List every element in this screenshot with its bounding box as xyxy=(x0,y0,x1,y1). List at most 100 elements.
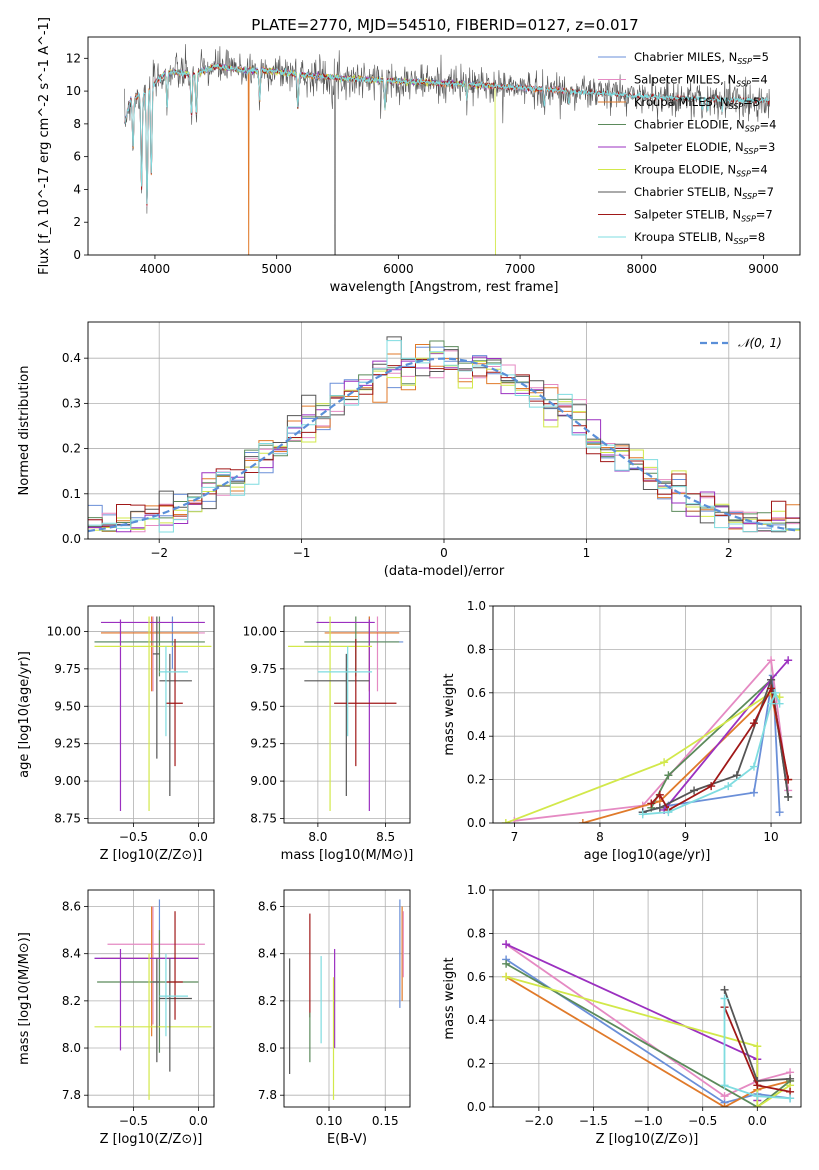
plot-area-mass_vs_Z xyxy=(94,899,212,1100)
x-tick-label: 9 xyxy=(682,830,690,844)
y-tick-label: 0.1 xyxy=(62,487,81,501)
x-tick-label: 0.15 xyxy=(372,1114,399,1128)
x-tick-label: 0.0 xyxy=(189,830,208,844)
legend-label: 𝒩(0, 1) xyxy=(738,336,782,350)
weight-line-salpeter-miles xyxy=(514,658,790,822)
axes-frame xyxy=(492,889,802,1108)
y-tick-label: 8.4 xyxy=(258,947,277,961)
legend-count: =4 xyxy=(751,163,768,177)
panel-spectrum: 4000 5000 6000 7000 8000 9000 0 2 4 6 8 10 12 wavelen… xyxy=(37,17,801,295)
weight-line-chabrier-miles xyxy=(642,675,781,813)
y-tick-label: 7.8 xyxy=(62,1088,81,1102)
legend-count: =3 xyxy=(758,140,775,154)
x-tick-label: −1.5 xyxy=(579,1114,608,1128)
legend-label: Kroupa ELODIE, NSSP=4 xyxy=(634,163,768,179)
legend-label: Salpeter ELODIE, NSSP=3 xyxy=(634,140,775,156)
y-tick-label: 10.00 xyxy=(47,624,81,638)
x-tick-label: 9000 xyxy=(748,262,779,276)
plot-area-weight_vs_Z xyxy=(502,940,795,1107)
weight-marker-chabrier-stelib xyxy=(732,771,741,780)
weight-marker-salpeter-stelib xyxy=(655,790,664,799)
legend-count: =4 xyxy=(751,73,768,87)
x-tick-label: 0.10 xyxy=(316,1114,343,1128)
legend-label: Kroupa MILES, NSSP=5 xyxy=(634,95,760,111)
y-tick-label: 10.00 xyxy=(243,624,277,638)
weight-marker-kroupa-stelib xyxy=(775,699,784,708)
y-axis-label: Flux [f_λ 10^-17 erg cm^-2 s^-1 A^-1] xyxy=(37,17,52,275)
panel-age_vs_mass: 8.0 8.5 8.75 9.00 9.25 9.50 9.75 10.00 mass [log… xyxy=(243,605,414,863)
y-tick-label: 8.2 xyxy=(62,994,81,1008)
x-tick-label: 8.5 xyxy=(376,830,395,844)
weight-marker-chabrier-elodie xyxy=(664,771,673,780)
legend-label: Chabrier STELIB, NSSP=7 xyxy=(634,185,774,201)
y-tick-label: 7.8 xyxy=(258,1088,277,1102)
weight-line-salpeter-elodie xyxy=(505,943,759,1101)
y-tick-label: 2 xyxy=(73,215,81,229)
legend-subscript: SSP xyxy=(741,215,756,224)
y-tick-label: 8 xyxy=(73,117,81,131)
weight-marker-kroupa-elodie xyxy=(753,1103,762,1107)
y-tick-label: 0.6 xyxy=(467,686,486,700)
weight-marker-kroupa-stelib xyxy=(749,762,758,771)
weight-marker-kroupa-elodie xyxy=(753,1042,762,1051)
axes-frame xyxy=(283,889,411,1108)
y-tick-label: 10 xyxy=(66,84,81,98)
legend-subscript: SSP xyxy=(742,192,757,201)
weight-marker-kroupa-stelib xyxy=(767,699,776,708)
x-tick-label: 0.0 xyxy=(748,1114,767,1128)
panel-age_vs_Z: −0.5 0.0 8.75 9.00 9.25 9.50 9.75 10.00 Z [log10… xyxy=(17,605,215,863)
legend-label: Salpeter MILES, NSSP=4 xyxy=(634,73,768,89)
x-tick-label: 6000 xyxy=(383,262,414,276)
weight-marker-salpeter-stelib xyxy=(647,799,656,808)
x-tick-label: 10 xyxy=(763,830,778,844)
x-tick-label: −0.5 xyxy=(119,1114,148,1128)
legend-label: Salpeter STELIB, NSSP=7 xyxy=(634,208,773,224)
weight-marker-salpeter-miles xyxy=(720,1092,729,1101)
x-axis-label: E(B-V) xyxy=(327,1132,367,1147)
legend-count: =5 xyxy=(743,95,760,109)
axes-frame xyxy=(87,605,215,824)
x-tick-label: 4000 xyxy=(140,262,171,276)
axes-frame xyxy=(87,889,215,1108)
y-tick-label: 0.0 xyxy=(62,532,81,546)
weight-marker-kroupa-stelib xyxy=(638,810,647,819)
plot-area-spectrum xyxy=(124,44,771,255)
legend-subscript: SSP xyxy=(736,170,751,179)
y-tick-label: 0.4 xyxy=(62,351,81,365)
y-tick-label: 9.50 xyxy=(54,699,81,713)
x-axis-label: mass [log10(M/M⊙)] xyxy=(281,848,414,863)
x-tick-label: 8 xyxy=(596,830,604,844)
y-tick-label: 8.6 xyxy=(258,900,277,914)
weight-marker-salpeter-stelib xyxy=(707,782,716,791)
y-tick-label: 4 xyxy=(73,182,81,196)
panel-weight_vs_Z: −2.0 −1.5 −1.0 −0.5 0.0 0.0 0.2 0.4 0.6 0.8 1.0 Z [… xyxy=(442,883,802,1147)
y-tick-label: 8.75 xyxy=(250,812,277,826)
weight-marker-chabrier-stelib xyxy=(655,803,664,812)
weight-marker-salpeter-stelib xyxy=(749,719,758,728)
weight-marker-kroupa-stelib xyxy=(771,688,780,697)
x-tick-label: 7 xyxy=(511,830,519,844)
x-tick-label: 8000 xyxy=(627,262,658,276)
y-tick-label: 9.00 xyxy=(54,774,81,788)
y-tick-label: 8.75 xyxy=(54,812,81,826)
y-tick-label: 8.0 xyxy=(62,1041,81,1055)
y-tick-label: 9.75 xyxy=(54,662,81,676)
x-tick-label: 1 xyxy=(583,546,591,560)
x-axis-label: Z [log10(Z/Z⊙)] xyxy=(100,1132,203,1147)
weight-line-salpeter-miles xyxy=(505,943,791,1098)
figure-title: PLATE=2770, MJD=54510, FIBERID=0127, z=0… xyxy=(251,16,638,34)
legend-label: Chabrier ELODIE, NSSP=4 xyxy=(634,118,776,134)
weight-marker-kroupa-stelib xyxy=(720,994,729,1003)
legend-subscript: SSP xyxy=(729,102,744,111)
x-axis-label: Z [log10(Z/Z⊙)] xyxy=(596,1132,699,1147)
weight-marker-chabrier-stelib xyxy=(786,1074,795,1083)
y-axis-label: Normed distribution xyxy=(17,366,32,496)
y-tick-label: 0.0 xyxy=(467,816,486,830)
y-axis-label: age [log10(age/yr)] xyxy=(17,651,32,778)
y-tick-label: 8.4 xyxy=(62,947,81,961)
y-tick-label: 0.2 xyxy=(62,442,81,456)
y-tick-label: 0.4 xyxy=(467,729,486,743)
x-tick-label: 0.0 xyxy=(189,1114,208,1128)
y-tick-label: 0.2 xyxy=(467,773,486,787)
